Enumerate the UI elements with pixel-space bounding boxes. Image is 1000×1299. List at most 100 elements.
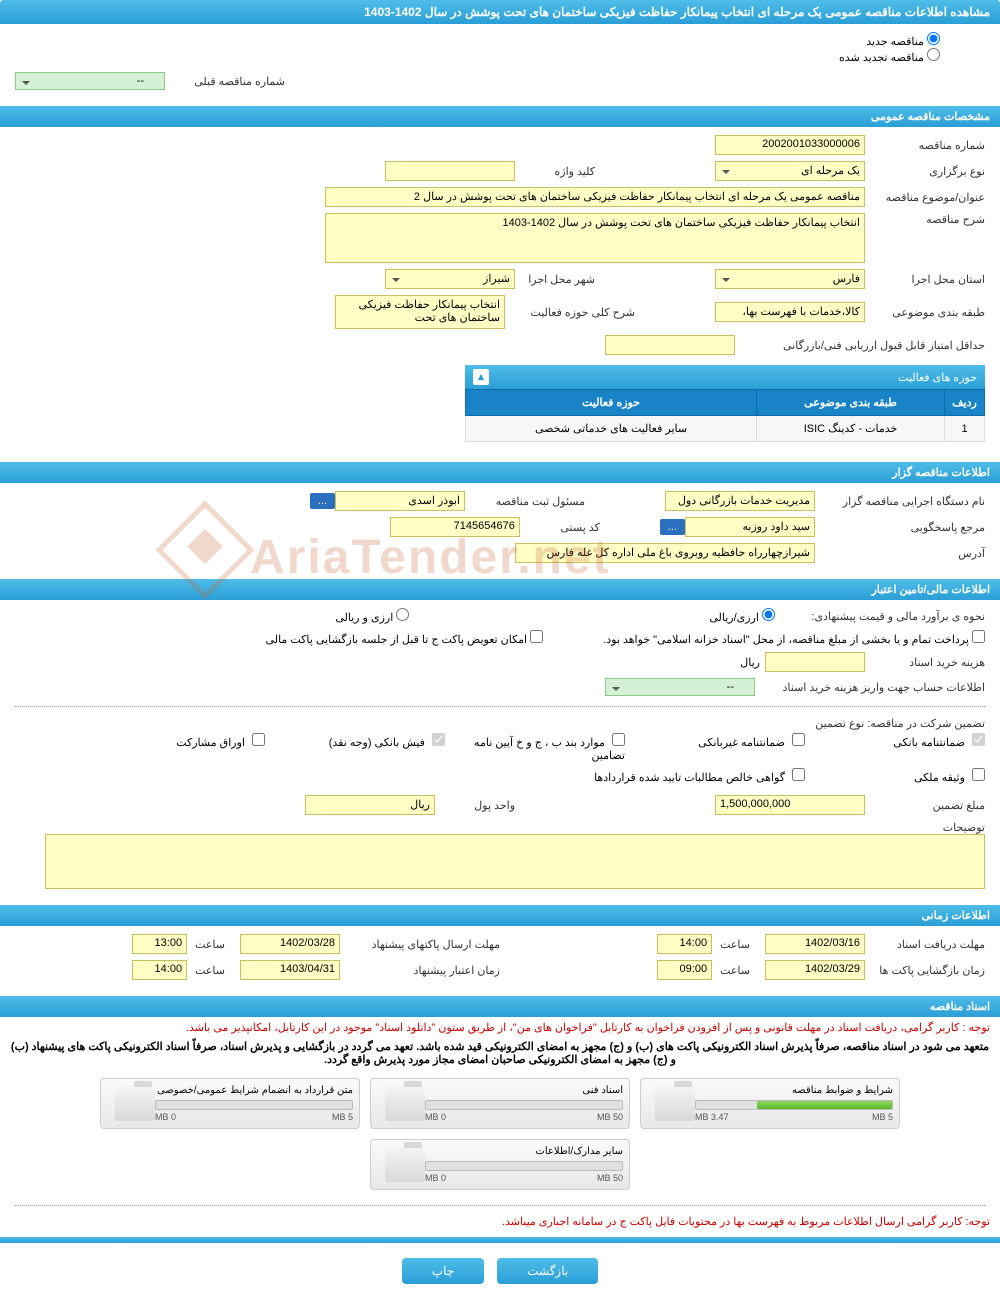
section-documents: اسناد مناقصه [0,996,1000,1017]
province-dropdown[interactable]: فارس [715,269,865,289]
activity-desc-field: انتخاب پیمانکار حفاظت فیزیکی ساختمان های… [335,295,505,329]
account-dropdown[interactable]: -- [605,678,755,696]
province-label: استان محل اجرا [865,273,985,286]
address-label: آدرس [815,547,985,560]
radio-foreign-currency[interactable]: ارزی و ریالی [335,608,409,624]
doc-cost-label: هزینه خرید اسناد [865,656,985,669]
keyword-field[interactable] [385,161,515,181]
file-progress [425,1161,623,1171]
type-dropdown[interactable]: یک مرحله ای [715,161,865,181]
collapse-icon[interactable]: ▴ [473,369,489,385]
subject-field: مناقصه عمومی یک مرحله ای انتخاب پیمانکار… [325,187,865,207]
receive-label: مهلت دریافت اسناد [865,938,985,951]
cb-bonds[interactable]: اوراق مشارکت [85,730,265,765]
receive-time-field: 14:00 [657,934,712,954]
submit-time-field: 13:00 [132,934,187,954]
file-progress [425,1100,623,1110]
type-label: نوع برگزاری [865,165,985,178]
notes-field[interactable] [45,834,985,889]
keyword-label: کلید واژه [515,165,595,178]
cb-certificate[interactable]: گواهی خالص مطالبات تایید شده قراردادها [525,765,805,787]
address-field: شیرازچهارراه حافظیه روبروی باغ ملی اداره… [515,543,815,563]
city-label: شهر محل اجرا [515,273,595,286]
guarantee-label: تضمین شرکت در مناقصه: نوع تضمین [785,717,985,730]
print-button[interactable]: چاپ [402,1258,484,1284]
category-field: کالا،خدمات با فهرست بها، [715,302,865,322]
open-date-field: 1402/03/29 [765,960,865,980]
file-card[interactable]: شرایط و ضوابط مناقصه 5 MB3.47 MB [640,1078,900,1129]
desc-field: انتخاب پیمانکار حفاظت فیزیکی ساختمان های… [325,213,865,263]
radio-local-currency[interactable]: ارزی/ریالی [709,608,775,624]
page-title: مشاهده اطلاعات مناقصه عمومی یک مرحله ای … [364,5,990,19]
folder-icon [115,1086,155,1121]
activity-table-title: حوزه های فعالیت [898,371,977,384]
desc-label: شرح مناقصه [865,213,985,226]
cb-bank-guarantee[interactable]: ضمانتنامه بانکی [805,730,985,765]
receive-time-label: ساعت [712,938,765,951]
unit-label: واحد پول [435,799,515,812]
validity-time-field: 14:00 [132,960,187,980]
registrar-more-button[interactable]: ... [310,493,335,509]
tender-type-radios: مناقصه جدید مناقصه تجدید شده [0,24,1000,72]
min-score-field[interactable] [605,335,735,355]
section-financial-info: اطلاعات مالی/تامین اعتبار [0,579,1000,600]
file-progress [155,1100,353,1110]
doc-cost-field[interactable] [765,652,865,672]
doc-cost-unit: ریال [735,656,765,669]
unit-field: ریال [305,795,435,815]
activity-desc-label: شرح کلی حوزه فعالیت [505,306,635,319]
radio-renewed-tender[interactable]: مناقصه تجدید شده [839,52,940,64]
submit-label: مهلت ارسال پاکتهای پیشنهاد [340,938,500,951]
category-label: طبقه بندی موضوعی [865,306,985,319]
file-card[interactable]: اسناد فنی 50 MB0 MB [370,1078,630,1129]
min-score-label: حداقل امتیاز قابل قبول ارزیابی فنی/بازرگ… [735,339,985,352]
file-title: متن قرارداد به انضمام شرایط عمومی/خصوصی [155,1085,353,1096]
validity-label: زمان اعتبار پیشنهاد [340,964,500,977]
subject-label: عنوان/موضوع مناقصه [865,191,985,204]
notice-commitment: متعهد می شود در اسناد مناقصه، صرفاً پذیر… [0,1038,1000,1068]
table-row: 1 خدمات - کدینگ ISIC سایر فعالیت های خدم… [466,416,985,442]
receive-date-field: 1402/03/16 [765,934,865,954]
col-category: طبقه بندی موضوعی [757,390,945,416]
tender-no-label: شماره مناقصه [865,139,985,152]
file-title: اسناد فنی [425,1085,623,1096]
folder-icon [655,1086,695,1121]
open-label: زمان بازگشایی پاکت ها [865,964,985,977]
action-buttons: بازگشت چاپ [0,1243,1000,1299]
tender-no-field: 2002001033000006 [715,135,865,155]
prev-tender-dropdown[interactable]: -- [15,72,165,90]
contact-label: مرجع پاسخگویی [815,521,985,534]
city-dropdown[interactable]: شیراز [385,269,515,289]
cb-replace-note[interactable]: امکان تعویض پاکت ج تا قبل از جلسه بازگشا… [266,630,544,646]
file-card[interactable]: سایر مدارک/اطلاعات 50 MB0 MB [370,1139,630,1190]
file-progress [695,1100,893,1110]
prev-tender-label: شماره مناقصه قبلی [165,75,285,88]
section-general-info: مشخصات مناقصه عمومی [0,106,1000,127]
folder-icon [385,1086,425,1121]
postal-label: کد پستی [520,521,600,534]
postal-field: 7145654676 [390,517,520,537]
cb-nonbank-guarantee[interactable]: ضمانتنامه غیربانکی [625,730,805,765]
section-tenderer-info: اطلاعات مناقصه گزار [0,462,1000,483]
folder-icon [385,1147,425,1182]
col-row: ردیف [945,390,985,416]
validity-date-field: 1403/04/31 [240,960,340,980]
amount-label: مبلغ تضمین [865,799,985,812]
validity-time-label: ساعت [187,964,240,977]
open-time-label: ساعت [712,964,765,977]
back-button[interactable]: بازگشت [497,1258,598,1284]
open-time-field: 09:00 [657,960,712,980]
cb-payment-note[interactable]: پرداخت تمام و یا بخشی از مبلغ مناقصه، از… [603,630,985,646]
cb-property[interactable]: وثیقه ملکی [805,765,985,787]
notice-mandatory-upload: توجه: کاربر گرامی ارسال اطلاعات مربوط به… [0,1211,1000,1232]
cb-bank-receipt[interactable]: فیش بانکی (وجه نقد) [265,730,445,765]
page-title-bar: مشاهده اطلاعات مناقصه عمومی یک مرحله ای … [0,0,1000,24]
cb-cases[interactable]: موارد بند ب ، ج و خ آیین نامه تضامین [445,730,625,765]
contact-more-button[interactable]: ... [660,519,685,535]
file-card[interactable]: متن قرارداد به انضمام شرایط عمومی/خصوصی … [100,1078,360,1129]
radio-new-tender[interactable]: مناقصه جدید [866,36,940,48]
account-label: اطلاعات حساب جهت واریز هزینه خرید اسناد [755,681,985,694]
section-time-info: اطلاعات زمانی [0,905,1000,926]
notes-label: توضیحات [865,821,985,834]
submit-date-field: 1402/03/28 [240,934,340,954]
